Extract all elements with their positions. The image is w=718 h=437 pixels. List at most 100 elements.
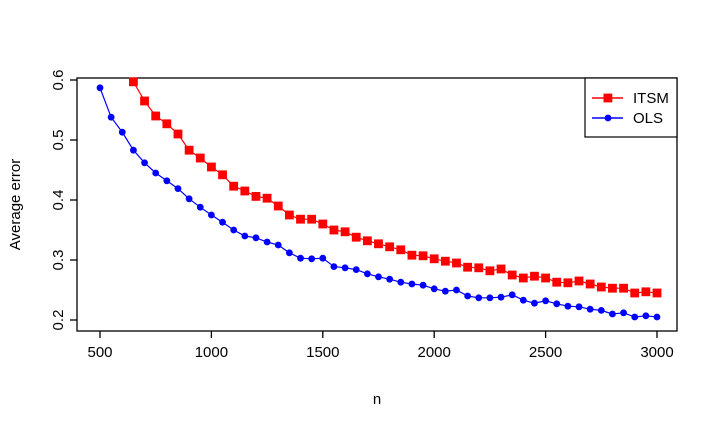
data-point-marker [519,296,527,304]
data-point-marker [307,214,317,224]
data-point-marker [485,266,495,276]
data-point-marker [530,271,539,281]
data-point-marker [341,264,349,272]
data-point-marker [363,270,371,278]
data-point-marker [184,145,194,155]
legend-marker-circle [604,114,612,122]
data-point-marker [297,254,304,262]
data-point-marker [174,185,182,193]
data-point-marker [219,218,226,226]
data-point-marker [130,146,137,154]
data-point-marker [619,283,628,293]
data-point-marker [208,211,215,219]
data-point-marker [296,214,305,224]
data-point-marker [585,279,595,289]
series-ols [96,84,661,321]
data-point-marker [285,249,293,257]
data-point-marker [407,250,417,260]
y-tick-label: 0.2 [50,310,67,331]
data-point-marker [173,129,183,139]
y-tick-label: 0.4 [50,190,67,211]
series-itsm [129,77,662,298]
data-point-marker [430,285,438,293]
data-point-marker [408,280,416,288]
data-point-marker [230,226,238,234]
data-point-marker [641,287,651,297]
data-point-marker [397,278,405,286]
data-point-marker [429,254,439,264]
data-point-marker [251,192,261,201]
data-point-marker [631,313,639,321]
y-tick-label: 0.5 [50,130,67,151]
data-point-marker [630,288,640,298]
x-tick-label: 2000 [418,344,451,361]
data-point-marker [486,294,494,302]
y-axis-title: Average error [7,159,24,250]
data-point-marker [107,113,115,121]
data-point-marker [196,203,204,211]
data-point-marker [351,232,361,242]
data-point-marker [396,245,406,255]
data-point-marker [318,219,328,229]
data-point-marker [118,128,126,136]
data-point-marker [374,239,383,249]
data-point-marker [195,153,205,163]
data-point-marker [552,277,562,287]
data-point-marker [386,275,394,283]
data-point-marker [620,309,627,317]
data-point-marker [609,310,616,318]
data-point-marker [329,225,339,235]
data-point-marker [330,263,338,270]
y-axis: 0.2 0.3 0.4 0.5 0.6 [50,70,77,331]
data-point-marker [152,169,160,177]
series-line-itsm [132,81,658,294]
series-line-ols [99,87,658,318]
data-point-marker [362,236,372,246]
data-point-marker [608,283,617,293]
data-point-marker [464,292,472,300]
data-point-marker [497,293,505,301]
legend-label: OLS [633,110,663,127]
data-point-marker [518,273,528,283]
data-point-marker [586,305,594,313]
data-point-marker [162,119,172,129]
data-point-marker [596,282,606,292]
data-point-marker [140,96,149,106]
legend-marker-square [603,93,613,103]
data-point-marker [340,227,350,237]
data-point-marker [575,303,583,311]
data-point-marker [564,302,572,310]
data-point-marker [452,258,461,268]
legend: ITSM OLS [584,77,678,138]
data-point-marker [653,313,661,321]
data-point-marker [418,251,428,261]
data-point-marker [273,201,283,211]
data-point-marker [642,312,650,320]
data-point-marker [352,266,360,273]
data-point-marker [284,210,294,220]
data-point-marker [263,238,271,246]
x-tick-label: 2500 [529,344,562,361]
data-point-marker [308,255,316,263]
data-point-marker [652,288,662,298]
x-tick-label: 500 [87,344,112,361]
data-point-marker [375,273,382,281]
data-point-marker [151,111,161,121]
data-series [96,77,662,321]
data-point-marker [496,264,506,274]
data-point-marker [597,307,605,314]
data-point-marker [185,195,193,203]
data-point-marker [241,232,249,240]
plot-border [76,77,678,332]
x-axis: 500 1000 1500 2000 2500 3000 [87,331,674,361]
data-point-marker [218,170,227,180]
data-point-marker [163,177,171,185]
data-point-marker [441,287,449,295]
x-tick-label: 3000 [640,344,673,361]
plot-box-rect [76,77,678,332]
data-point-marker [240,186,250,196]
data-point-marker [553,300,561,308]
data-point-marker [463,262,473,272]
data-point-marker [542,297,549,305]
